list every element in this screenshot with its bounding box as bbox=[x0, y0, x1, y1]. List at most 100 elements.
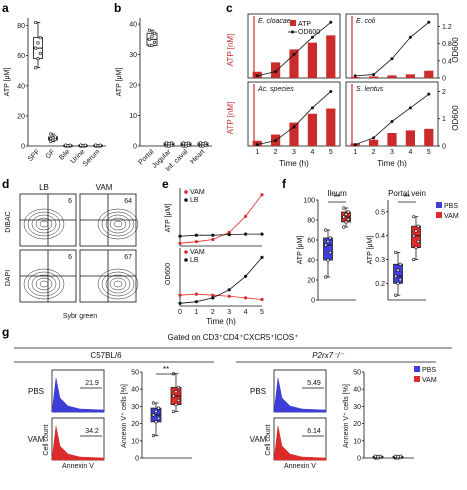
panel-b-y-tick-label: 10 bbox=[129, 113, 137, 120]
panel-g-box-y-label: Annexin V⁺ cells [%] bbox=[121, 384, 128, 448]
panel-e-point-LB bbox=[244, 232, 248, 236]
panel-d-plot: LB VAM DIBAC DAPI Sybr green 6 64 6 67 bbox=[5, 183, 139, 320]
panel-c-plot: ATP [nM] ATP [nM] OD600 OD600 E. cloacae E. c… bbox=[226, 13, 460, 168]
panel-f-y-label: ATP [μM] bbox=[297, 236, 304, 265]
panel-f-1-y-tick-label: 0.4 bbox=[375, 233, 385, 240]
panel-f-box-pbs-point bbox=[326, 258, 330, 262]
panel-f-sig-label: ** bbox=[334, 193, 340, 202]
panel-c-bar bbox=[424, 128, 434, 146]
panel-d-contour bbox=[23, 268, 65, 300]
panel-f-box-vam-point bbox=[412, 234, 416, 238]
panel-c-od-point bbox=[329, 89, 333, 93]
panel-c-od-point bbox=[292, 52, 296, 56]
panel-e-legend-lb: LB bbox=[190, 257, 199, 264]
panel-f-box-vam-point bbox=[416, 224, 420, 228]
panel-f-1-y-tick-label: 0.2 bbox=[375, 281, 385, 288]
panel-c-y2-tick-label: 1 bbox=[442, 116, 446, 123]
panel-c-legend-atp: ATP bbox=[298, 21, 311, 28]
panel-e-legend-vam-marker bbox=[184, 250, 188, 254]
panel-f-0-y-tick-label: 100 bbox=[303, 198, 315, 205]
panel-c-x-label: Time (h) bbox=[279, 159, 309, 168]
panel-g-box-vam-point bbox=[176, 385, 181, 390]
panel-g-box-y-label: Annexin V⁺ cells [%] bbox=[343, 384, 350, 448]
panel-d-x-label: Sybr green bbox=[63, 313, 97, 320]
panel-c-bar bbox=[369, 139, 379, 146]
panel-b-box-0-point bbox=[150, 34, 154, 38]
panel-d-percentage: 67 bbox=[124, 254, 132, 261]
panel-c-subplot-title: E. coli bbox=[356, 18, 376, 25]
panel-f-1-y-tick-label: 0.3 bbox=[375, 257, 385, 264]
panel-c-bar bbox=[350, 76, 360, 78]
panel-f-0-y-tick-label: 20 bbox=[307, 278, 315, 285]
panel-c-od-point bbox=[372, 136, 376, 140]
panel-f-0-y-tick-label: 0 bbox=[311, 298, 315, 305]
panel-b-y-tick-label: 30 bbox=[129, 52, 137, 59]
panel-f-box-vam-point bbox=[414, 229, 418, 233]
panel-g-gate-percentage: 5.49 bbox=[307, 380, 321, 387]
panel-e-line-VAM bbox=[179, 194, 263, 244]
panel-g-histogram bbox=[273, 377, 327, 413]
panel-c-x-tick-label: 2 bbox=[274, 149, 278, 156]
panel-e-point-LB bbox=[244, 274, 248, 278]
panel-c-bar bbox=[369, 76, 379, 78]
panel-c-x-tick-label: 2 bbox=[372, 149, 376, 156]
panel-g-header: Gated on CD3⁺CD4⁺CXCR5⁺ICOS⁺ bbox=[168, 333, 299, 342]
panel-e-y-label-top: ATP [μM] bbox=[165, 204, 172, 233]
panel-c-od-point bbox=[255, 143, 259, 147]
panel-d-contour bbox=[39, 220, 49, 228]
panel-d-col-label-lb: LB bbox=[39, 183, 49, 192]
panel-c-od-point bbox=[427, 92, 431, 96]
panel-e-legend-lb-marker bbox=[184, 258, 188, 262]
panel-c-y2-tick-label: 0 bbox=[442, 76, 446, 83]
panel-d-percentage: 64 bbox=[124, 198, 132, 205]
panel-b-box-0-point bbox=[147, 37, 152, 41]
panel-e-point-VAM bbox=[194, 292, 198, 296]
panel-f-0-y-tick-label: 60 bbox=[307, 238, 315, 245]
panel-g-0-y-tick-label: 20 bbox=[131, 421, 139, 428]
panel-g-0-y-tick-label: 40 bbox=[131, 387, 139, 394]
panel-f-box-pbs-point bbox=[326, 239, 330, 244]
panel-c-bar bbox=[405, 74, 415, 78]
panel-e-point-LB bbox=[260, 255, 264, 259]
panel-d-contour bbox=[35, 277, 53, 291]
panel-c-y-label-bottom: ATP [nM] bbox=[226, 102, 235, 135]
panel-g-histogram bbox=[51, 425, 105, 461]
panel-a-x-tick-label: GF bbox=[45, 148, 57, 160]
panel-g-sig-label: ** bbox=[163, 365, 169, 374]
panel-e-point-VAM bbox=[178, 293, 182, 297]
panel-c-od-point bbox=[292, 125, 296, 129]
panel-d-contour bbox=[109, 217, 127, 231]
panel-c-bar bbox=[289, 49, 299, 78]
panel-e-legend-vam-marker bbox=[184, 190, 188, 194]
panel-c-od-point bbox=[310, 35, 314, 39]
panel-f-box-vam-point bbox=[346, 210, 350, 214]
panel-e-x-tick-label: 4 bbox=[244, 309, 248, 316]
panel-d-contour bbox=[97, 268, 139, 300]
panel-c-bar bbox=[307, 42, 317, 78]
panel-c-legend-od-marker bbox=[291, 30, 294, 34]
panel-e-x-tick-label: 3 bbox=[227, 309, 231, 316]
panel-f-y-label: ATP [μM] bbox=[367, 236, 374, 265]
panel-d-percentage: 6 bbox=[68, 198, 72, 205]
panel-f-box-pbs-point bbox=[324, 243, 328, 247]
panel-e-legend-lb: LB bbox=[190, 197, 199, 204]
panel-c-od-point bbox=[390, 119, 394, 123]
panel-a-y-label: ATP [μM] bbox=[4, 68, 11, 97]
panel-c-od-point bbox=[353, 74, 357, 78]
panel-a-x-tick-label: Serum bbox=[82, 148, 102, 168]
panel-f-subplot-title: Ileum bbox=[327, 189, 347, 198]
panel-g-1-y-tick-label: 40 bbox=[353, 387, 361, 394]
panel-g-box-vam-point bbox=[174, 403, 178, 407]
panel-g-legend-vam-swatch bbox=[414, 376, 420, 382]
panel-e-legend-lb-marker bbox=[184, 198, 188, 202]
panel-g-histogram bbox=[273, 425, 327, 461]
panel-g-legend-pbs-swatch bbox=[414, 366, 420, 372]
panel-d-contour bbox=[109, 277, 127, 291]
panel-g-box-pbs-point bbox=[376, 455, 380, 459]
panel-label-d: d bbox=[2, 177, 9, 191]
panel-label-b: b bbox=[114, 1, 121, 15]
